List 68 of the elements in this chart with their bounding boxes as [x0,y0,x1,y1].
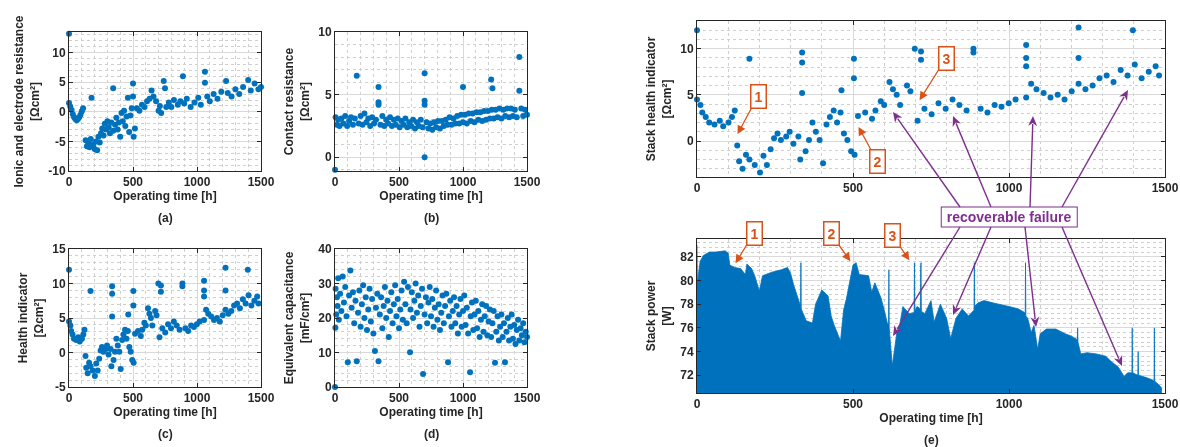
x-tick-label: 1000 [183,175,211,190]
y-axis-title: Ionic and electrode resistance [Ωcm²] [11,15,42,188]
y-tick-label: 10 [52,45,66,60]
annotation: 2 [873,153,882,170]
annotation: 3 [942,50,951,67]
x-tick-label: 1500 [513,391,541,406]
y-tick-label: 10 [52,276,66,291]
x-tick-label: 500 [122,391,144,406]
y-tick-label: 10 [318,345,332,360]
y-tick-label: 5 [324,87,332,102]
x-tick-label: 500 [122,175,144,190]
y-axis-title: Equivalent capacitance [mF/cm²] [281,251,312,385]
x-axis-title: Operating time [h] [113,189,217,204]
annotation: 1 [750,225,759,242]
x-tick-label: 1000 [183,391,211,406]
y-tick-label: 5 [58,75,66,90]
x-tick-label: 1500 [513,175,541,190]
x-axis-title: Operating time [h] [379,189,483,204]
y-tick-label: 78 [680,297,694,312]
x-tick-label: 500 [388,175,410,190]
y-tick-label: 5 [58,311,66,326]
x-tick-label: 1000 [449,175,477,190]
x-tick-label: 500 [388,391,410,406]
y-tick-label: 15 [52,242,66,257]
x-tick-label: 1000 [995,181,1023,196]
y-tick-label: 40 [318,242,332,257]
y-tick-label: -5 [54,134,66,149]
text: (e) [924,433,939,447]
y-tick-label: 74 [680,344,694,359]
callout-box: recoverable failure [940,206,1078,228]
y-axis-title: Stack power [W] [643,280,674,352]
y-tick-label: 0 [58,105,66,120]
x-axis-title: Operating time [h] [113,405,217,420]
y-tick-label: 0 [686,134,694,149]
x-tick-label: 1500 [247,391,275,406]
annotation: 2 [827,225,836,242]
annotation: 3 [888,227,897,244]
y-tick-label: 0 [324,380,332,395]
x-axis-title: Operating time [h] [879,411,983,426]
x-tick-label: 1500 [1151,397,1179,412]
x-tick-label: 500 [842,181,864,196]
y-axis-title: Stack health indicator [Ωcm²] [643,36,674,162]
text: (b) [424,211,440,225]
y-tick-label: 30 [318,276,332,291]
annotation: 1 [754,88,763,105]
text: (d) [424,427,440,441]
x-tick-label: 1000 [449,391,477,406]
y-tick-label: -5 [54,380,66,395]
text: (c) [158,427,173,441]
y-tick-label: 20 [318,311,332,326]
y-tick-label: 72 [680,368,694,383]
y-tick-label: 0 [324,150,332,165]
x-tick-label: 500 [842,397,864,412]
y-tick-label: 10 [680,41,694,56]
y-tick-label: 76 [680,321,694,336]
y-tick-label: 0 [58,345,66,360]
y-tick-label: 10 [318,25,332,40]
y-axis-title: Contact resistance [Ωcm²] [281,47,312,156]
x-axis-title: Operating time [h] [379,405,483,420]
text: (a) [158,211,173,225]
y-tick-label: 5 [686,88,694,103]
x-tick-label: 1500 [1151,181,1179,196]
y-tick-label: -10 [48,164,66,179]
x-tick-label: 1500 [247,175,275,190]
x-tick-label: 1000 [995,397,1023,412]
y-tick-label: 80 [680,273,694,288]
y-axis-title: Health indicator [Ωcm²] [15,272,46,364]
y-tick-label: 82 [680,249,694,264]
